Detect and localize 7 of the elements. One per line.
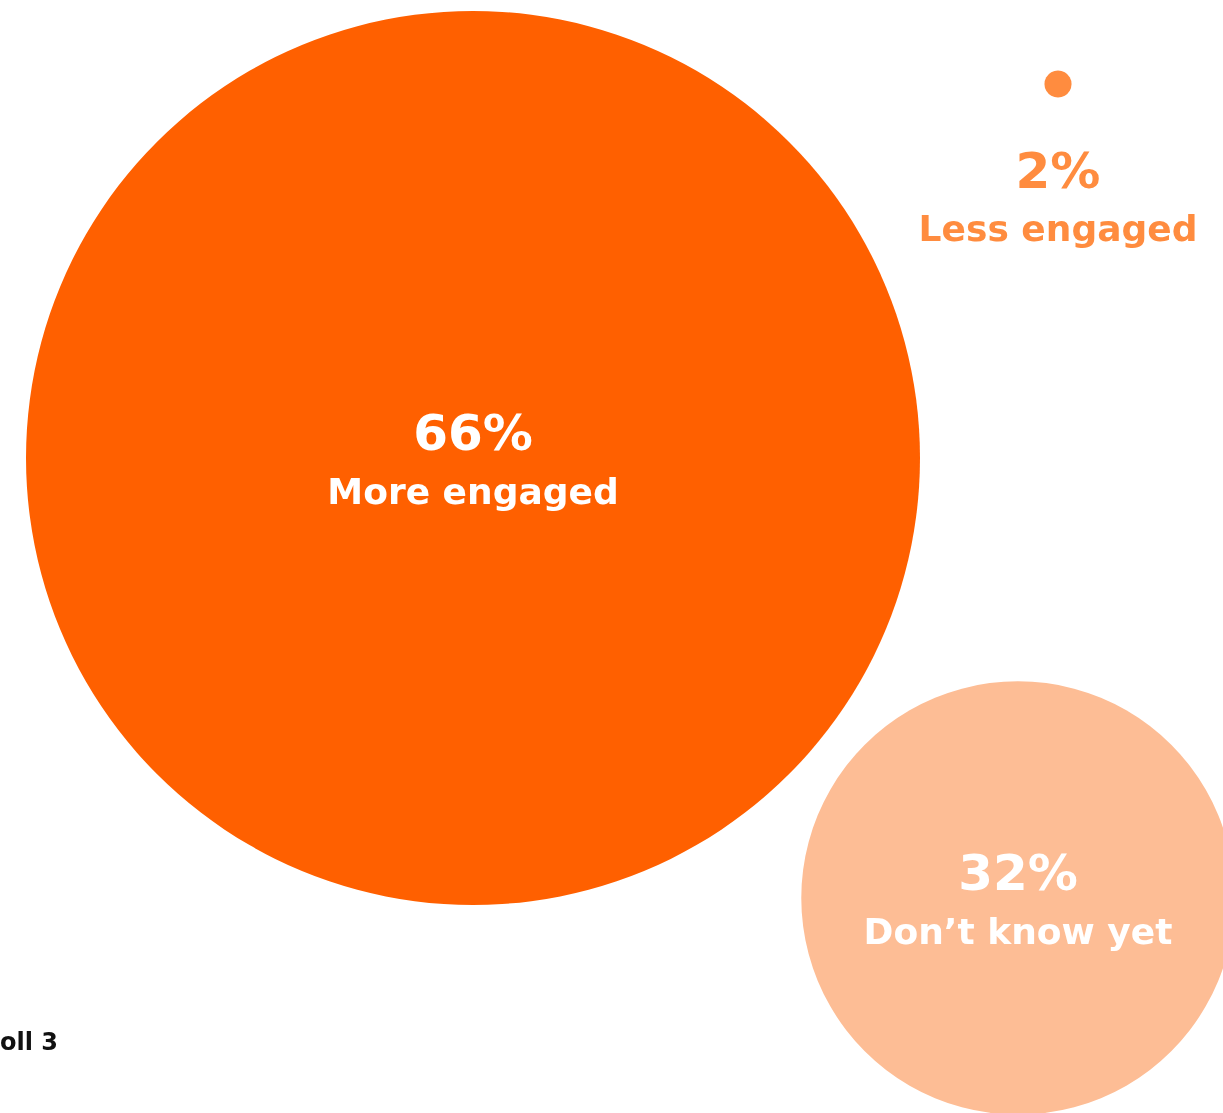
data-label: 2% xyxy=(1015,141,1101,200)
text: oll 3 xyxy=(0,1028,58,1056)
data-label: 66% xyxy=(413,404,533,462)
category-label: More engaged xyxy=(327,470,619,512)
data-label: 32% xyxy=(958,844,1078,902)
category-label: Don’t know yet xyxy=(863,910,1173,952)
category-label: Less engaged xyxy=(918,208,1198,250)
